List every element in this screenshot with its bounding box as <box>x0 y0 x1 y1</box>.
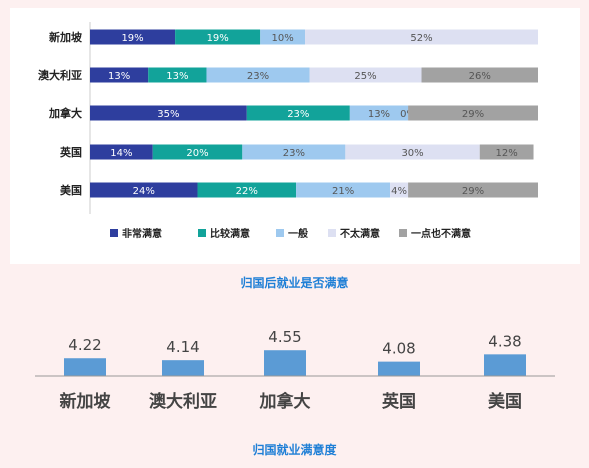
satisfaction-chart-caption: 归国就业满意度 <box>252 443 337 457</box>
category-label: 新加坡 <box>60 391 111 412</box>
stacked-bar-segment <box>305 29 538 45</box>
stacked-bar-segment <box>260 29 306 45</box>
category-label: 英国 <box>59 145 82 159</box>
satisfaction-bar-chart: 4.22 新加坡 4.14 澳大利亚 4.55 加拿大 4.08 英国 4.38 美国 <box>35 328 555 412</box>
stacked-bar-segment <box>479 144 534 160</box>
satisfaction-bar <box>264 350 306 376</box>
stacked-bar-segment <box>345 144 480 160</box>
satisfaction-bar-chart-panel: 4.22 新加坡 4.14 澳大利亚 4.55 加拿大 4.08 英国 4.38 美国 <box>10 300 580 430</box>
segment-value-label: 29% <box>462 186 484 197</box>
stacked-bar-segment <box>421 67 538 83</box>
satisfaction-bar <box>484 354 526 376</box>
segment-value-label: 30% <box>401 148 423 159</box>
segment-value-label: 20% <box>186 148 208 159</box>
category-label: 澳大利亚 <box>149 391 217 412</box>
category-label: 英国 <box>382 391 416 412</box>
segment-value-label: 10% <box>272 33 294 44</box>
segment-value-label: 25% <box>354 71 376 82</box>
satisfaction-value-label: 4.55 <box>268 328 301 346</box>
satisfaction-value-label: 4.08 <box>382 340 415 358</box>
stacked-bar-segment <box>90 144 153 160</box>
legend-label: 非常满意 <box>122 227 162 240</box>
segment-value-label: 52% <box>410 33 432 44</box>
segment-value-label: 4% <box>391 186 407 197</box>
stacked-bar-segment <box>246 105 350 121</box>
stacked-bar-segment <box>242 144 346 160</box>
segment-value-label: 13% <box>368 109 390 120</box>
stacked-bar-segment <box>90 105 247 121</box>
segment-value-label: 23% <box>247 71 269 82</box>
segment-value-label: 26% <box>469 71 491 82</box>
segment-value-label: 14% <box>110 148 132 159</box>
category-label: 新加坡 <box>49 30 83 44</box>
stacked-bar-segment <box>90 67 149 83</box>
stacked-bar-segment <box>90 29 176 45</box>
legend-swatch <box>276 229 284 237</box>
stacked-bar-chart: 新加坡 19% 19% 10% 52% 澳大利亚 13% 13% 23% 25% 26% 加拿大 35%… <box>38 22 538 240</box>
stacked-bar-segment <box>206 67 310 83</box>
segment-value-label: 19% <box>121 33 143 44</box>
segment-value-label: 23% <box>283 148 305 159</box>
legend-label: 比较满意 <box>210 227 250 240</box>
legend-swatch <box>399 229 407 237</box>
category-label: 美国 <box>60 183 82 197</box>
stacked-bar-segment <box>152 144 243 160</box>
stacked-bar-segment <box>175 29 261 45</box>
satisfaction-bar <box>162 360 204 376</box>
segment-value-label: 22% <box>236 186 258 197</box>
satisfaction-bar <box>378 361 420 376</box>
category-label: 加拿大 <box>259 391 311 412</box>
segment-value-label: 29% <box>462 109 484 120</box>
segment-value-label: 23% <box>287 109 309 120</box>
segment-value-label: 24% <box>133 186 155 197</box>
stacked-bar-chart-panel: 新加坡 19% 19% 10% 52% 澳大利亚 13% 13% 23% 25% 26% 加拿大 35%… <box>10 8 580 264</box>
legend-label: 不太满意 <box>340 227 380 240</box>
legend-label: 一般 <box>288 227 308 240</box>
satisfaction-value-label: 4.38 <box>488 332 521 350</box>
legend-label: 一点也不满意 <box>411 227 471 240</box>
segment-value-label: 35% <box>157 109 179 120</box>
segment-value-label: 12% <box>496 148 518 159</box>
segment-value-label: 13% <box>166 71 188 82</box>
legend-swatch <box>110 229 118 237</box>
stacked-bar-segment <box>309 67 422 83</box>
segment-value-label: 13% <box>108 71 130 82</box>
stacked-bar-segment <box>90 182 198 198</box>
stacked-bar-segment <box>296 182 391 198</box>
satisfaction-bar <box>64 358 106 376</box>
stacked-bar-segment <box>408 105 538 121</box>
stacked-bar-segment <box>148 67 207 83</box>
stacked-bar-segment <box>197 182 297 198</box>
legend-swatch <box>328 229 336 237</box>
category-label: 加拿大 <box>48 106 82 120</box>
stacked-bar-segment <box>408 182 538 198</box>
stacked-chart-caption: 归国后就业是否满意 <box>240 276 349 290</box>
stacked-bar-segment <box>390 182 409 198</box>
satisfaction-value-label: 4.22 <box>68 336 101 354</box>
category-label: 美国 <box>488 391 522 412</box>
category-label: 澳大利亚 <box>38 68 82 82</box>
satisfaction-value-label: 4.14 <box>166 338 199 356</box>
segment-value-label: 19% <box>207 33 229 44</box>
segment-value-label: 21% <box>332 186 354 197</box>
stacked-bar-segment <box>349 105 409 121</box>
legend-swatch <box>198 229 206 237</box>
